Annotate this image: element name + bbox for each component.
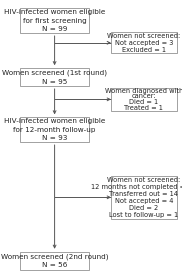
Text: Women not screened:: Women not screened: bbox=[107, 177, 180, 182]
Text: Transferred out = 14: Transferred out = 14 bbox=[109, 191, 178, 197]
FancyBboxPatch shape bbox=[111, 176, 177, 219]
Text: Women diagnosed with: Women diagnosed with bbox=[105, 87, 182, 94]
Text: HIV-infected women eligible: HIV-infected women eligible bbox=[4, 9, 105, 15]
Text: for 12-month follow-up: for 12-month follow-up bbox=[13, 127, 96, 133]
Text: Not accepted = 3: Not accepted = 3 bbox=[115, 40, 173, 46]
FancyBboxPatch shape bbox=[20, 68, 89, 86]
Text: Lost to follow-up = 1: Lost to follow-up = 1 bbox=[109, 212, 178, 218]
FancyBboxPatch shape bbox=[20, 117, 89, 142]
FancyBboxPatch shape bbox=[111, 88, 177, 111]
Text: Died = 2: Died = 2 bbox=[129, 205, 158, 211]
Text: Not accepted = 4: Not accepted = 4 bbox=[114, 198, 173, 204]
Text: Died = 1: Died = 1 bbox=[129, 99, 158, 105]
Text: N = 93: N = 93 bbox=[42, 135, 67, 141]
Text: Excluded = 1: Excluded = 1 bbox=[122, 47, 166, 53]
FancyBboxPatch shape bbox=[20, 8, 89, 33]
Text: Women screened (1st round): Women screened (1st round) bbox=[2, 70, 107, 76]
Text: for first screening: for first screening bbox=[23, 18, 86, 24]
FancyBboxPatch shape bbox=[111, 33, 177, 53]
Text: N = 99: N = 99 bbox=[42, 26, 67, 32]
FancyBboxPatch shape bbox=[20, 252, 89, 270]
Text: N = 56: N = 56 bbox=[42, 262, 67, 268]
Text: Women screened (2nd round): Women screened (2nd round) bbox=[1, 253, 108, 260]
Text: HIV-infected women eligible: HIV-infected women eligible bbox=[4, 118, 105, 124]
Text: 12 months not completed = 18: 12 months not completed = 18 bbox=[92, 184, 182, 190]
Text: cancer:: cancer: bbox=[131, 94, 156, 99]
Text: Women not screened:: Women not screened: bbox=[107, 33, 180, 39]
Text: N = 95: N = 95 bbox=[42, 79, 67, 85]
Text: Treated = 1: Treated = 1 bbox=[124, 105, 163, 111]
